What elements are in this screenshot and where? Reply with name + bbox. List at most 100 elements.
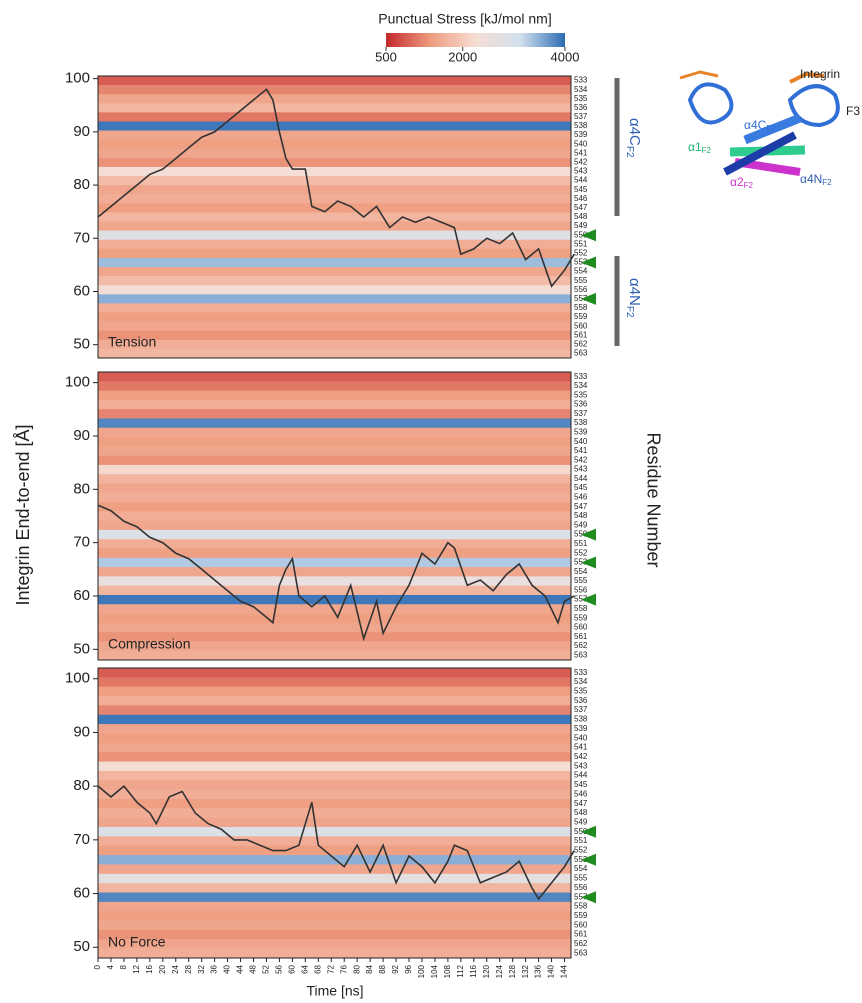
heatmap-row [98,121,571,131]
heatmap-row [98,827,571,837]
panel-label: No Force [108,934,166,950]
residue-label: 538 [574,121,588,130]
colorbar [386,33,565,47]
x-tick-label: 116 [469,964,478,977]
x-tick-label: 36 [210,964,219,973]
x-tick-label: 28 [184,964,193,973]
heatmap-row [98,529,571,540]
residue-label: 554 [574,567,588,576]
residue-label: 552 [574,248,588,257]
residue-axis-label: Residue Number [643,432,663,567]
colorbar-title: Punctual Stress [kJ/mol nm] [378,11,552,27]
heatmap-row [98,221,571,231]
residue-label: 539 [574,427,588,436]
residue-label: 548 [574,808,588,817]
x-tick-label: 80 [352,964,361,973]
y-tick-label: 50 [73,640,90,657]
y-tick-label: 60 [73,885,90,902]
domain-label: α4NF2 [624,278,643,318]
heatmap-row [98,112,571,122]
heatmap-row [98,520,571,531]
residue-label: 533 [574,668,588,677]
heatmap-row [98,437,571,447]
x-tick-label: 8 [119,964,128,969]
residue-marker [581,292,596,305]
panel-label: Compression [108,636,190,652]
residue-label: 559 [574,312,588,321]
residue-marker [581,229,596,242]
residue-label: 556 [574,285,588,294]
x-tick-label: 128 [508,964,517,978]
residue-label: 550 [574,827,588,836]
residue-label: 535 [574,686,588,695]
residue-label: 557 [574,892,588,901]
residue-label: 549 [574,817,588,826]
heatmap-row [98,399,571,410]
x-tick-label: 96 [404,964,413,973]
residue-label: 563 [574,948,588,957]
heatmap-row [98,492,571,503]
residue-label: 542 [574,158,588,167]
y-tick-label: 50 [73,336,90,353]
residue-marker [581,891,596,904]
heatmap-row [98,294,571,304]
heatmap-row [98,920,571,931]
residue-label: 550 [574,230,588,239]
heatmap-row [98,939,571,949]
x-tick-label: 68 [313,964,322,973]
heatmap-row [98,464,571,475]
heatmap-row [98,502,571,512]
heatmap-row [98,817,571,828]
colorbar-tick-label: 4000 [551,49,580,64]
residue-label: 534 [574,677,588,686]
x-tick-label: 140 [547,964,556,978]
heatmap-row [98,474,571,484]
heatmap-row [98,780,571,790]
protein-label: α4CF2 [744,118,776,133]
heatmap-row [98,312,571,322]
residue-label: 558 [574,604,588,613]
heatmap-row [98,864,571,875]
residue-label: 542 [574,455,588,464]
y-tick-label: 100 [65,670,90,687]
x-tick-label: 60 [287,964,296,973]
residue-label: 546 [574,194,588,203]
heatmap-row [98,130,571,140]
x-tick-label: 72 [326,964,335,973]
heatmap-row [98,798,571,809]
y-tick-label: 100 [65,374,90,391]
heatmap-row [98,901,571,912]
heatmap-row [98,604,571,614]
residue-label: 543 [574,761,588,770]
heatmap-row [98,557,571,568]
end-to-end-line [97,504,575,642]
colorbar-tick-label: 500 [375,49,397,64]
heatmap-row [98,212,571,222]
heatmap-row [98,836,571,847]
heatmap-row [98,157,571,168]
heatmap-row [98,613,571,624]
residue-label: 536 [574,103,588,112]
heatmap-row [98,176,571,186]
residue-label: 557 [574,294,588,303]
residue-marker [581,853,596,866]
x-tick-label: 64 [300,964,309,973]
heatmap-row [98,248,571,259]
x-tick-label: 24 [171,964,180,973]
residue-label: 537 [574,705,588,714]
heatmap-row [98,705,571,716]
heatmap-row [98,789,571,800]
panel-frame [97,371,572,661]
heatmap-row [98,632,571,642]
y-tick-label: 70 [73,534,90,551]
heatmap-row [98,94,571,104]
residue-label: 539 [574,130,588,139]
heatmap-row [98,594,571,605]
heatmap-row [98,103,571,113]
heatmap-row [98,203,571,213]
heatmap-row [98,257,571,268]
residue-label: 543 [574,167,588,176]
residue-label: 535 [574,94,588,103]
protein-label: α1F2 [688,140,712,155]
y-tick-label: 80 [73,480,90,497]
